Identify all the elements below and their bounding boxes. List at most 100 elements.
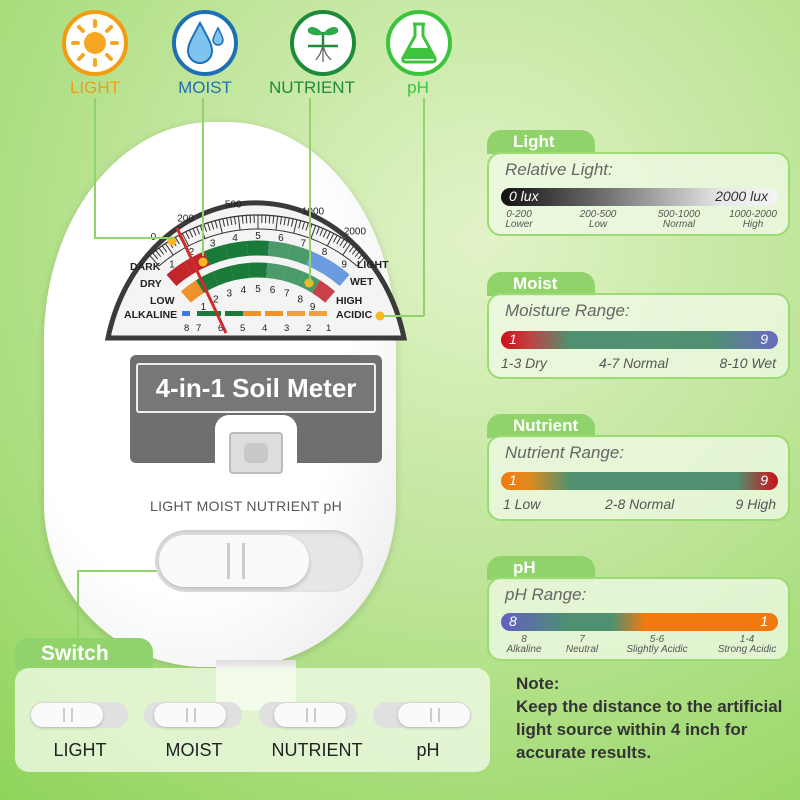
nutrient-band-segment: [230, 262, 250, 281]
moist-label: MOIST: [178, 78, 232, 97]
moist-gradient-bar: 1 9: [501, 331, 778, 349]
switch-label-nutrient: NUTRIENT: [271, 740, 363, 760]
scale-tick: [233, 216, 237, 225]
scale-tick: [339, 238, 345, 247]
ph-number: 1: [326, 323, 331, 334]
nutrient-mode-badge: [290, 10, 356, 76]
range-caption: 1000-2000 High: [729, 209, 777, 230]
scale-tick: [188, 229, 194, 238]
water-drop-icon: [186, 20, 224, 64]
mode-switch[interactable]: [155, 530, 363, 592]
ph-band-segment: [287, 311, 305, 316]
scale-tick: [336, 236, 342, 245]
range-caption: 5-6 Slightly Acidic: [626, 634, 688, 655]
note: Note: Keep the distance to the artificia…: [516, 672, 796, 764]
ph-gradient-bar: 8 1: [501, 613, 778, 631]
leader-line: [94, 98, 96, 238]
ph-number: 8: [184, 323, 189, 334]
bar-max: 9: [760, 472, 768, 488]
range-caption: 1 Low: [503, 496, 541, 512]
scale-number: 7: [301, 238, 307, 249]
light-tab: Light: [487, 130, 595, 154]
ph-label: pH: [407, 78, 429, 97]
lux-tick-label: 2000: [344, 227, 367, 238]
bar-max: 1: [760, 613, 768, 629]
switch-label-light: LIGHT: [53, 740, 107, 760]
bar-max: 2000 lux: [715, 188, 768, 204]
scale-tick: [326, 233, 335, 247]
scale-tick: [155, 250, 162, 258]
scale-tick: [158, 247, 165, 255]
nutrient-number: 6: [270, 285, 276, 296]
nutrient-number: 2: [213, 294, 219, 305]
dial-label-alkaline: ALKALINE: [124, 309, 177, 321]
scale-tick: [305, 222, 309, 231]
scale-tick: [342, 243, 352, 256]
scale-arc: [149, 214, 367, 256]
light-moist-band-segment: [323, 261, 350, 287]
light-moist-band-segment: [306, 251, 332, 275]
scale-tick: [149, 255, 160, 267]
switch-label-moist: MOIST: [165, 740, 223, 760]
scale-tick: [164, 243, 174, 256]
scale-tick: [152, 252, 159, 260]
scale-tick: [192, 228, 197, 236]
leader-line: [383, 315, 424, 317]
range-caption: 1-4 Strong Acidic: [717, 634, 777, 655]
scale-tick: [161, 245, 168, 253]
meter-needle: [175, 227, 228, 334]
range-caption: 500-1000 Normal: [657, 209, 701, 230]
scale-tick: [301, 221, 306, 230]
dial-label-dark: DARK: [130, 261, 161, 273]
switch-positions-panel: LIGHT MOIST NUTRIENT pH: [15, 668, 490, 772]
meter-label-plate: 4-in-1 Soil Meter: [130, 355, 382, 463]
test-button[interactable]: [229, 432, 283, 474]
range-caption: 0-200 Lower: [505, 209, 533, 230]
moist-tab: Moist: [487, 272, 595, 296]
leader-line: [77, 570, 175, 572]
light-panel-title: Relative Light:: [505, 160, 613, 179]
nutrient-panel: Nutrient Range: 1 9 1 Low 2-8 Normal 9 H…: [487, 435, 790, 521]
ph-band-segment: [309, 311, 327, 316]
range-caption: 9 High: [735, 496, 776, 512]
sprout-icon: [307, 27, 339, 62]
bar-min: 1: [509, 472, 517, 488]
ph-panel: pH Range: 8 1 8 Alkaline 7 Neutral 5-6 Slig…: [487, 577, 790, 661]
nutrient-band-segment: [180, 280, 204, 303]
dial-label-acidic: ACIDIC: [336, 309, 373, 321]
switch-light-position: [30, 702, 128, 728]
nutrient-tab: Nutrient: [487, 414, 595, 438]
scale-tick: [351, 247, 358, 255]
scale-tick: [185, 231, 190, 240]
leader-line: [423, 98, 425, 316]
range-caption: 8-10 Wet: [719, 355, 776, 371]
nutrient-number: 5: [255, 284, 261, 295]
leader-line: [77, 570, 79, 638]
scale-tick: [207, 222, 211, 231]
dial-label-dry: DRY: [140, 278, 162, 290]
light-moist-band-segment: [203, 244, 229, 266]
nutrient-number: 3: [226, 289, 232, 300]
meter-title: 4-in-1 Soil Meter: [136, 363, 376, 413]
scale-tick: [174, 236, 180, 245]
scale-tick: [181, 233, 190, 247]
mode-labels: LIGHT MOIST NUTRIENT pH: [150, 498, 343, 514]
scale-tick: [342, 241, 348, 249]
scale-tick: [245, 215, 248, 224]
scale-tick: [241, 215, 244, 224]
ph-number: 6: [218, 323, 223, 334]
lux-tick-label: 500: [225, 200, 242, 211]
nutrient-panel-title: Nutrient Range:: [505, 443, 625, 462]
ph-band-segment: [197, 311, 221, 316]
dial-label-high: HIGH: [336, 295, 362, 307]
ph-band-segment: [265, 311, 283, 316]
range-caption: 7 Neutral: [565, 634, 599, 655]
bar-max: 9: [760, 331, 768, 347]
scale-tick: [283, 217, 286, 226]
ph-mode-badge: [386, 10, 452, 76]
bar-min: 0 lux: [509, 188, 539, 204]
nutrient-gradient-bar: 1 9: [501, 472, 778, 490]
scale-tick: [237, 216, 241, 231]
switch-knob[interactable]: [159, 535, 309, 587]
scale-tick: [316, 226, 320, 235]
